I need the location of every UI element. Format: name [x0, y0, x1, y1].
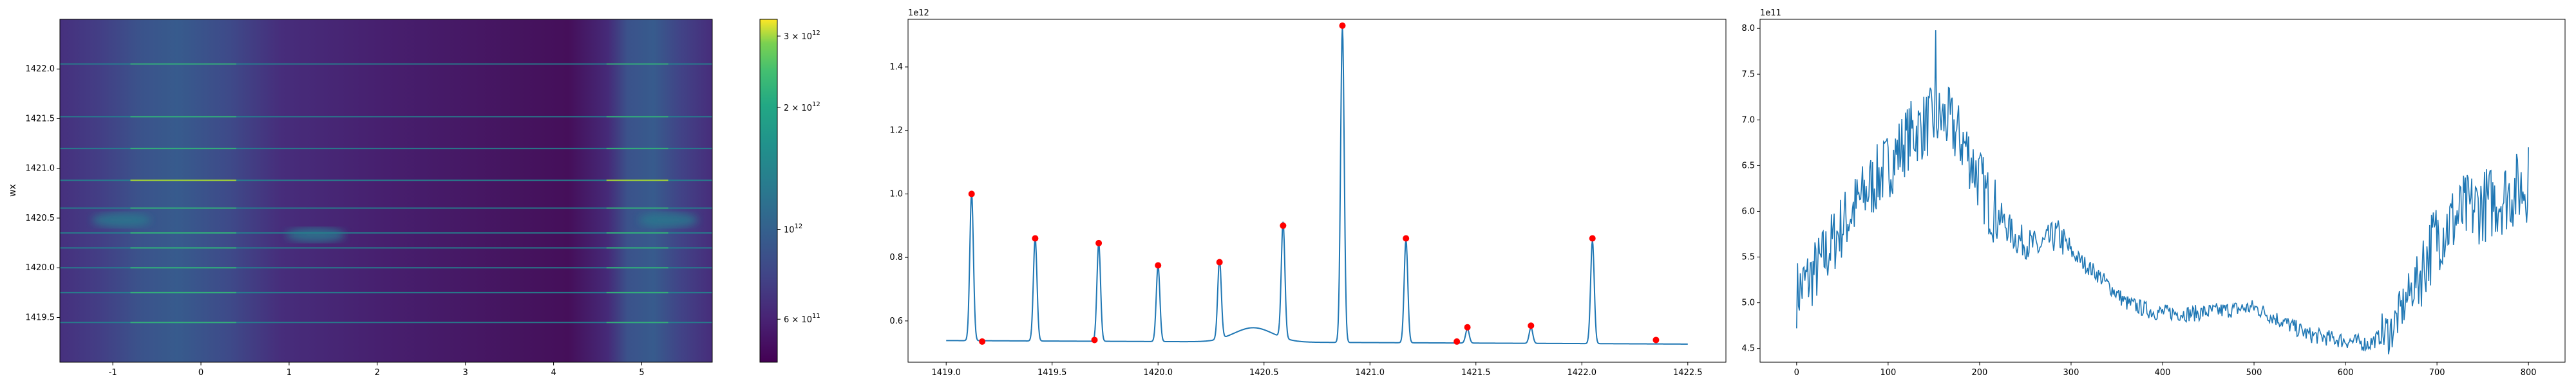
colorbar-gradient	[760, 19, 777, 362]
colorbar-tick-label: 3 × 1012	[784, 30, 820, 42]
colorbar-tick-label: 2 × 1012	[784, 101, 820, 113]
peak-marker	[979, 338, 986, 345]
heatmap-panel: -1 0 1 2 3 4 5 1419.5 1420.0 1420.5 1421.0 1421.5 1…	[8, 19, 820, 378]
peak-marker	[1454, 338, 1461, 345]
heatmap-blob	[285, 228, 345, 243]
peak-marker	[1095, 239, 1103, 246]
heatmap-image	[60, 19, 712, 362]
peaks-ytick-label: 1.4	[889, 62, 903, 72]
heatmap-ylabel: wx	[8, 184, 18, 197]
timeseries-xtick-label: 600	[2338, 368, 2354, 378]
peaks-xtick-label: 1421.0	[1356, 368, 1385, 378]
peaks-xtick-label: 1420.0	[1143, 368, 1173, 378]
heatmap-xtick-label: 5	[639, 368, 644, 378]
timeseries-xtick-label: 100	[1880, 368, 1896, 378]
peaks-ytick-label: 1.2	[889, 126, 903, 136]
colorbar: 6 × 1011 1012 2 × 1012 3 × 1012	[759, 19, 820, 363]
heatmap-blob	[638, 213, 698, 228]
peak-marker	[1339, 22, 1346, 29]
colorbar-frame	[759, 19, 778, 363]
peak-marker	[1155, 262, 1162, 269]
peak-marker	[1280, 222, 1287, 229]
heatmap-ytick-label: 1420.0	[26, 263, 55, 273]
peak-marker	[1216, 259, 1223, 266]
peaks-series-line	[946, 26, 1688, 345]
timeseries-xtick-label: 400	[2155, 368, 2171, 378]
peak-marker	[1032, 235, 1039, 242]
heatmap-xtick-label: 0	[198, 368, 204, 378]
peaks-xtick-label: 1420.5	[1249, 368, 1279, 378]
peaks-xtick-label: 1422.5	[1673, 368, 1703, 378]
peaks-xtick-label: 1422.0	[1567, 368, 1597, 378]
peak-marker	[1403, 235, 1410, 242]
peaks-frame	[907, 19, 1727, 363]
peak-marker	[1589, 235, 1596, 242]
heatmap-frame	[59, 19, 713, 363]
peaks-panel: 1e12 1419.0 1419.5 1420.0 1420.5 1421.0 1421.…	[889, 8, 1727, 378]
heatmap-ytick-label: 1422.0	[26, 64, 55, 74]
peaks-ytick-label: 0.6	[889, 317, 903, 326]
timeseries-ytick-label: 6.0	[1741, 207, 1755, 216]
peaks-offset-text: 1e12	[908, 8, 929, 18]
colorbar-tick-label: 1012	[784, 223, 802, 235]
peaks-xtick-label: 1419.5	[1037, 368, 1067, 378]
peak-marker	[1653, 336, 1660, 344]
peaks-xtick-label: 1419.0	[931, 368, 961, 378]
timeseries-xtick-label: 700	[2429, 368, 2445, 378]
heatmap-ytick-label: 1421.0	[26, 164, 55, 174]
heatmap-ytick-label: 1421.5	[26, 114, 55, 124]
heatmap-xtick-label: 2	[375, 368, 380, 378]
peaks-ytick-label: 0.8	[889, 253, 903, 262]
heatmap-xtick-label: -1	[109, 368, 117, 378]
timeseries-xtick-label: 500	[2246, 368, 2262, 378]
peak-marker	[1528, 322, 1535, 329]
heatmap-ytick-label: 1419.5	[26, 313, 55, 322]
timeseries-ytick-label: 5.0	[1741, 299, 1755, 308]
heatmap-xtick-label: 3	[463, 368, 468, 378]
timeseries-xtick-label: 800	[2521, 368, 2537, 378]
timeseries-xtick-label: 300	[2063, 368, 2079, 378]
timeseries-xtick-label: 0	[1794, 368, 1799, 378]
timeseries-ytick-label: 5.5	[1741, 253, 1755, 262]
peaks-xtick-label: 1421.5	[1461, 368, 1491, 378]
timeseries-panel: 1e11 0 100 200 300 400 500 600 700 800 4.5 5.0 5.5…	[1741, 8, 2566, 378]
timeseries-ytick-label: 7.5	[1741, 69, 1755, 79]
heatmap-blob	[91, 213, 151, 228]
timeseries-ytick-label: 6.5	[1741, 161, 1755, 170]
timeseries-ytick-label: 4.5	[1741, 344, 1755, 354]
timeseries-xtick-label: 200	[1971, 368, 1987, 378]
peak-marker	[968, 190, 975, 198]
peak-marker	[1091, 336, 1098, 344]
heatmap-ytick-label: 1420.5	[26, 214, 55, 223]
colorbar-tick-label: 6 × 1011	[784, 313, 820, 325]
peak-marker	[1464, 324, 1471, 331]
timeseries-offset-text: 1e11	[1760, 8, 1781, 18]
timeseries-ytick-label: 8.0	[1741, 24, 1755, 33]
peaks-ytick-label: 1.0	[889, 189, 903, 199]
timeseries-series-line	[1796, 30, 2529, 354]
heatmap-xtick-label: 1	[287, 368, 292, 378]
timeseries-ytick-label: 7.0	[1741, 115, 1755, 125]
heatmap-xtick-label: 4	[551, 368, 556, 378]
